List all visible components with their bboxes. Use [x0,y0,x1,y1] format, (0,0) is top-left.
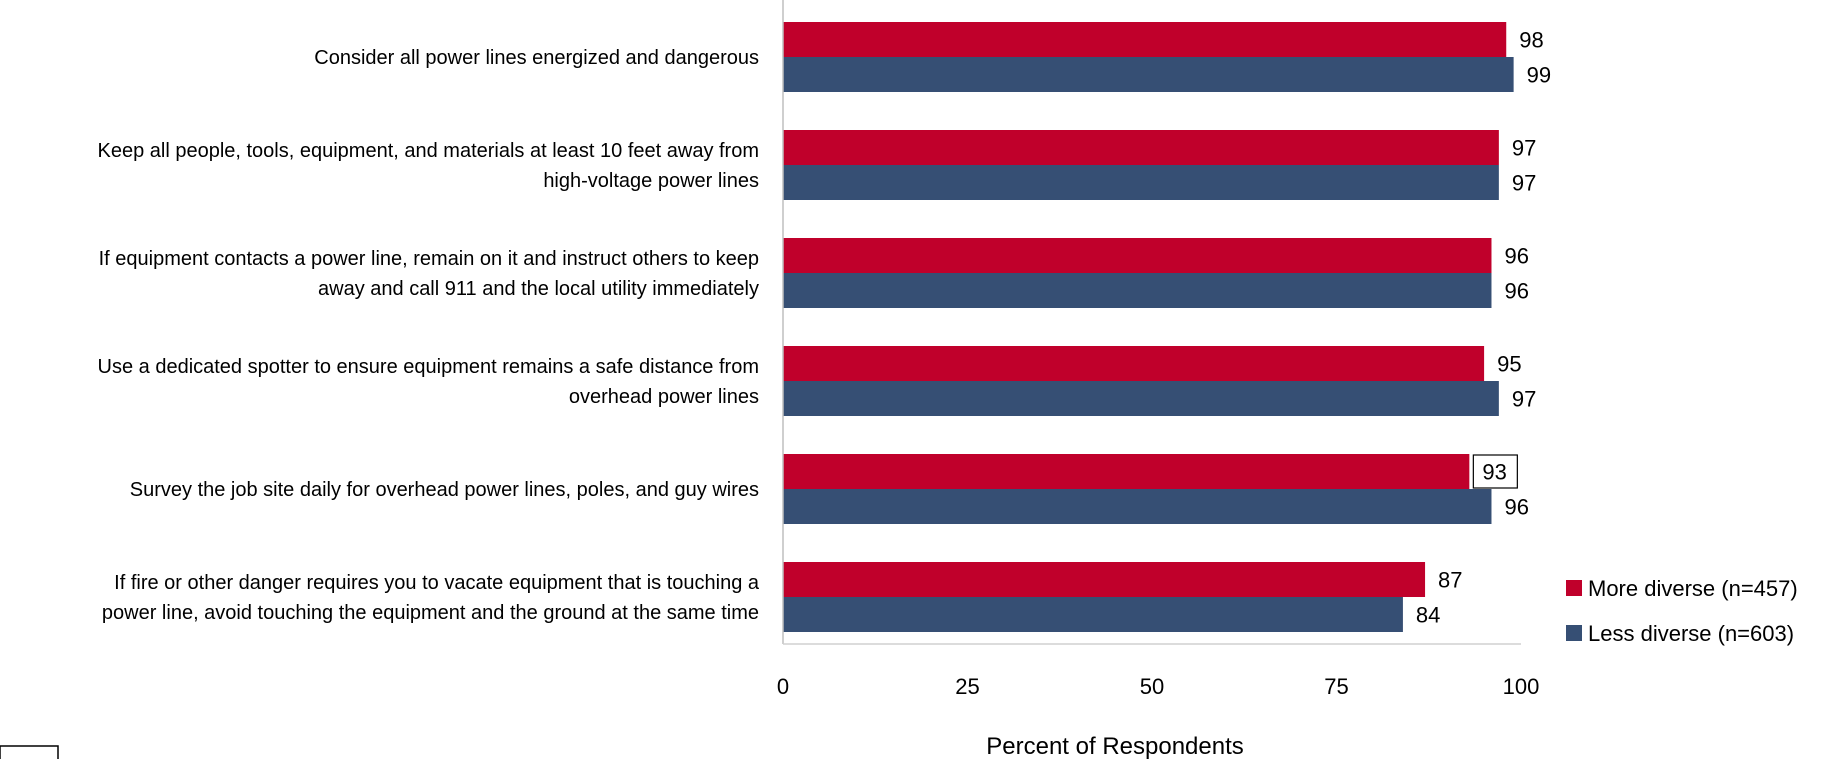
bar [783,454,1470,489]
x-tick-label: 75 [1324,674,1348,699]
bars-group [783,22,1514,632]
data-label: 99 [1527,63,1551,88]
category-label-line: Consider all power lines energized and d… [314,47,759,69]
category-label-line: high-voltage power lines [543,170,759,192]
category-label-line: power line, avoid touching the equipment… [102,602,759,624]
data-label: 97 [1512,387,1536,412]
category-label: Consider all power lines energized and d… [314,47,759,69]
category-label-line: Survey the job site daily for overhead p… [130,479,759,501]
category-labels: Consider all power lines energized and d… [98,47,760,624]
category-label-line: Use a dedicated spotter to ensure equipm… [98,356,759,378]
axes: 0 25 50 75 100 [777,0,1539,699]
category-label-line: overhead power lines [569,386,759,408]
legend-swatch [1566,580,1582,596]
bar [783,22,1507,57]
bar [783,381,1499,416]
data-label: 96 [1504,244,1528,269]
bar [783,238,1492,273]
legend-swatch [1566,625,1582,641]
data-label: 97 [1512,171,1536,196]
category-label-line: Keep all people, tools, equipment, and m… [98,140,760,162]
category-label: Keep all people, tools, equipment, and m… [98,140,760,192]
data-label: 87 [1438,568,1462,593]
bar [783,57,1514,92]
bar [783,346,1485,381]
data-label: 98 [1519,28,1543,53]
x-tick-label: 25 [955,674,979,699]
category-label: Use a dedicated spotter to ensure equipm… [98,356,759,408]
data-label: 84 [1416,603,1440,628]
category-label-line: If fire or other danger requires you to … [114,572,760,594]
data-label: 95 [1497,352,1521,377]
bar [783,130,1499,165]
bar [783,597,1403,632]
bar [783,273,1492,308]
data-label: 96 [1504,279,1528,304]
x-tick-label: 100 [1503,674,1540,699]
legend: More diverse (n=457) Less diverse (n=603) [1566,576,1798,646]
corner-box [0,745,59,759]
category-label-line: If equipment contacts a power line, rema… [99,248,759,270]
legend-label: More diverse (n=457) [1588,576,1798,601]
bar [783,562,1426,597]
category-label-line: away and call 911 and the local utility … [318,278,759,300]
legend-label: Less diverse (n=603) [1588,621,1794,646]
data-label: 97 [1512,136,1536,161]
x-tick-label: 0 [777,674,789,699]
bar [783,165,1499,200]
category-label: If equipment contacts a power line, rema… [99,248,759,300]
bar [783,489,1492,524]
category-label: If fire or other danger requires you to … [102,572,760,624]
data-labels: 98 99 97 97 96 96 95 97 93 96 87 84 [1416,28,1551,628]
data-label: 96 [1504,495,1528,520]
x-axis-title: Percent of Respondents [986,733,1244,759]
category-label: Survey the job site daily for overhead p… [130,479,759,501]
data-label: 93 [1482,460,1506,485]
data-label-box [1472,454,1518,489]
x-tick-label: 50 [1140,674,1164,699]
